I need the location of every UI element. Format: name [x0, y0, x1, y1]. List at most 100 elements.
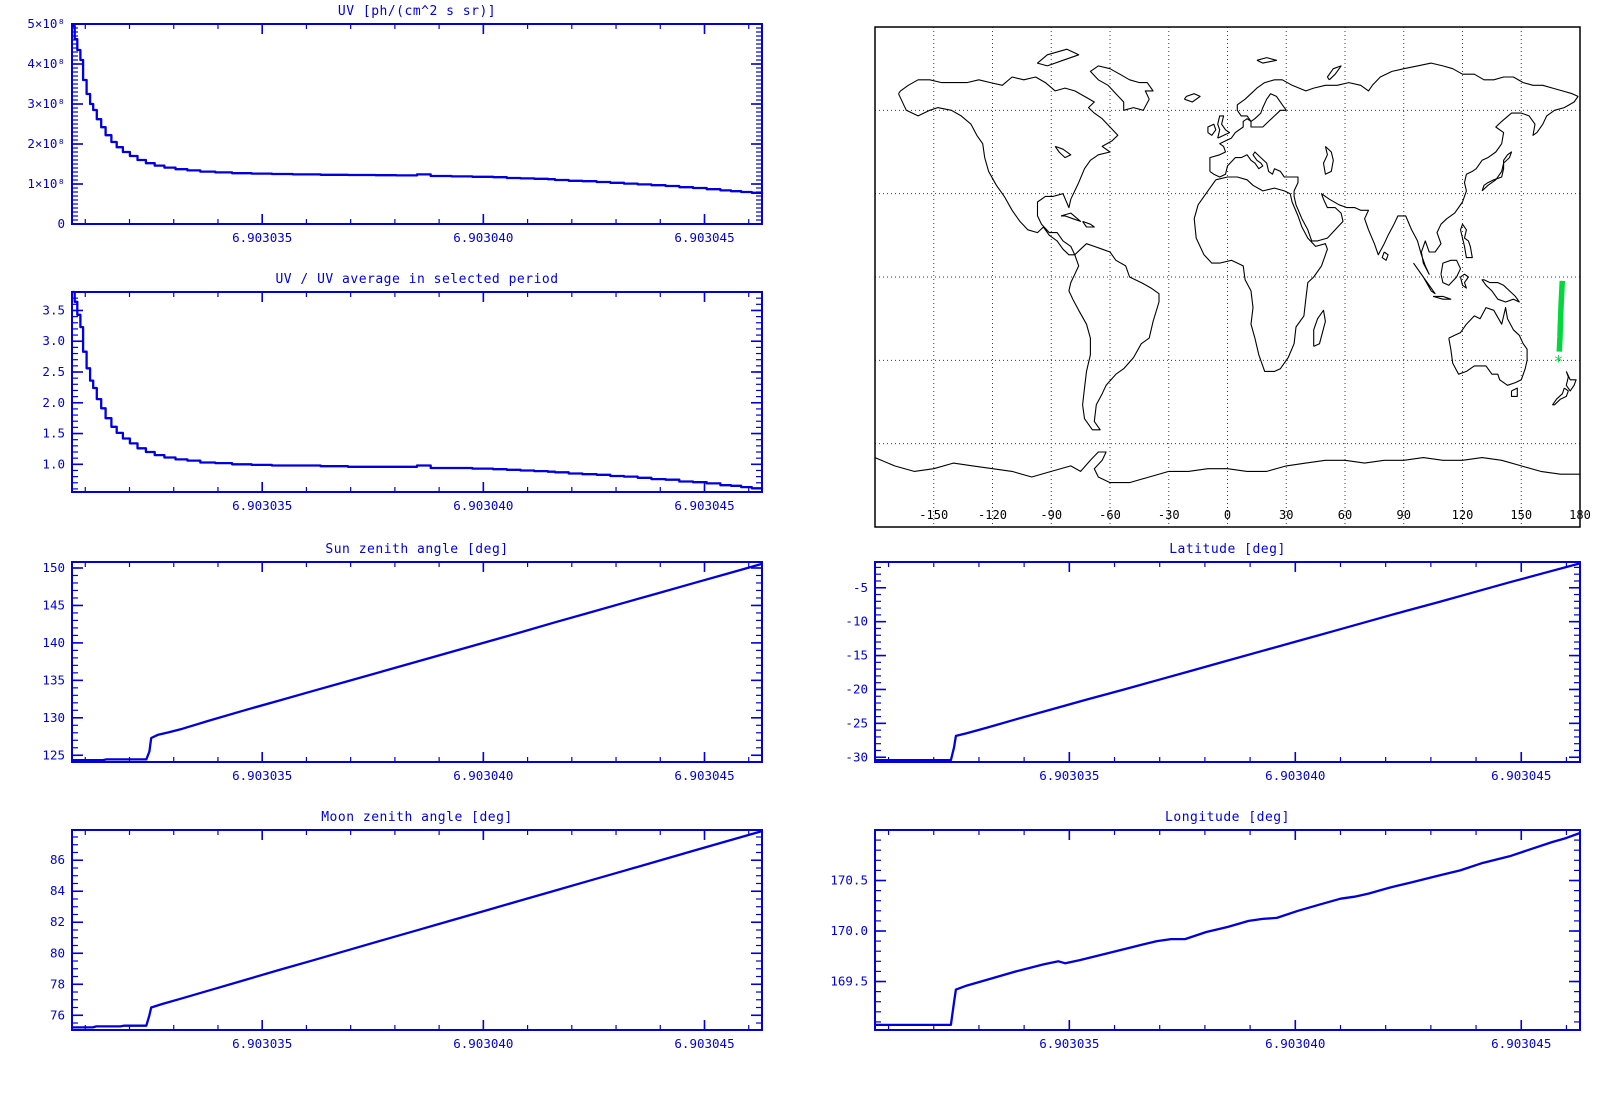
- lon-y-tick-label: 170.5: [830, 873, 868, 888]
- moon-x-tick-label: 6.903035: [232, 1036, 292, 1051]
- moon-major-ticks: [72, 830, 762, 1030]
- map-x-tick-label: -120: [978, 508, 1007, 522]
- map-x-tick-label: 120: [1452, 508, 1474, 522]
- world-map: *-150 -120 -90 -60 -30 0 30 60 90 120 150 180: [874, 26, 1591, 528]
- sun-y-tick-label: 130: [42, 710, 65, 725]
- lon-series-line: [875, 831, 1581, 1027]
- lat-major-ticks: [875, 562, 1580, 762]
- world-map-tick-labels: -150 -120 -90 -60 -30 0 30 60 90 120 150 180: [919, 508, 1591, 522]
- world-map-grid: [874, 27, 1581, 527]
- moon-y-tick-label: 78: [50, 976, 65, 991]
- lon-chart: 6.903035 6.903040 6.903045 169.5 170.0 170.5: [830, 829, 1581, 1051]
- lat-x-tick-label: 6.903045: [1491, 768, 1551, 783]
- ratio-tick-labels: 6.903035 6.903040 6.903045 1.0 1.5 2.0 2.5 3.0 3…: [42, 302, 734, 513]
- moon-chart: 6.903035 6.903040 6.903045 76 78 80 82 84 86: [50, 829, 763, 1051]
- ground-track: [1556, 280, 1566, 352]
- lon-axes-box: [874, 829, 1581, 1031]
- sun-axes-box: [71, 561, 763, 763]
- sun-x-tick-label: 6.903045: [674, 768, 734, 783]
- ratio-x-tick-label: 6.903040: [453, 498, 513, 513]
- lat-x-tick-label: 6.903035: [1039, 768, 1099, 783]
- moon-y-tick-label: 84: [50, 883, 65, 898]
- map-x-tick-label: -30: [1158, 508, 1180, 522]
- map-x-tick-label: 90: [1397, 508, 1411, 522]
- sun-y-tick-label: 140: [42, 635, 65, 650]
- lon-x-tick-label: 6.903040: [1265, 1036, 1325, 1051]
- uv-ratio-chart-title: UV / UV average in selected period: [275, 272, 559, 287]
- lon-minor-ticks: [875, 829, 1580, 1030]
- lon-y-tick-label: 169.5: [830, 974, 868, 989]
- map-x-tick-label: 30: [1279, 508, 1293, 522]
- lat-y-tick-label: -20: [845, 681, 868, 696]
- uv-y-tick-label: 4×10⁸: [27, 56, 65, 71]
- moon-y-tick-label: 80: [50, 945, 65, 960]
- lat-series-line: [875, 562, 1581, 762]
- lat-y-tick-label: -10: [845, 614, 868, 629]
- latitude-chart-title: Latitude [deg]: [1169, 542, 1286, 557]
- lon-y-tick-label: 170.0: [830, 923, 868, 938]
- sun-major-ticks: [72, 562, 762, 762]
- uv-axes-box: [71, 23, 763, 225]
- lat-x-tick-label: 6.903040: [1265, 768, 1325, 783]
- map-x-tick-label: 150: [1510, 508, 1532, 522]
- sun-y-tick-label: 145: [42, 597, 65, 612]
- uv-chart-title: UV [ph/(cm^2 s sr)]: [337, 4, 497, 19]
- lat-axes-box: [874, 561, 1581, 763]
- moon-tick-labels: 6.903035 6.903040 6.903045 76 78 80 82 84 86: [50, 852, 735, 1051]
- ratio-y-tick-label: 1.0: [42, 456, 65, 471]
- sun-x-tick-label: 6.903035: [232, 768, 292, 783]
- moon-axes-box: [71, 829, 763, 1031]
- moon-y-tick-label: 82: [50, 914, 65, 929]
- sun-y-tick-label: 135: [42, 672, 65, 687]
- uv-y-tick-label: 1×10⁸: [27, 176, 65, 191]
- ground-track-start-marker: *: [1554, 352, 1564, 371]
- uv-minor-ticks: [72, 23, 762, 225]
- lon-tick-labels: 6.903035 6.903040 6.903045 169.5 170.0 170.5: [830, 873, 1551, 1051]
- lat-y-tick-label: -30: [845, 749, 868, 764]
- moon-y-tick-label: 86: [50, 852, 65, 867]
- uv-y-tick-label: 5×10⁸: [27, 16, 65, 31]
- map-x-tick-label: 0: [1224, 508, 1231, 522]
- lat-y-tick-label: -25: [845, 715, 868, 730]
- moon-zenith-chart-title: Moon zenith angle [deg]: [321, 810, 513, 825]
- uv-tick-labels: 6.903035 6.903040 6.903045 0 1×10⁸ 2×10⁸ 3×10⁸…: [27, 16, 734, 245]
- uv-chart: 6.903035 6.903040 6.903045 0 1×10⁸ 2×10⁸ 3×10⁸…: [27, 16, 764, 245]
- ratio-x-tick-label: 6.903035: [232, 498, 292, 513]
- ratio-y-tick-label: 2.0: [42, 395, 65, 410]
- moon-series-line: [72, 829, 763, 1029]
- ratio-series-line: [72, 290, 764, 490]
- uv-x-tick-label: 6.903035: [232, 230, 292, 245]
- sun-y-tick-label: 150: [42, 560, 65, 575]
- lat-chart: 6.903035 6.903040 6.903045 -30 -25 -20 -15 -10 -…: [845, 561, 1581, 783]
- sun-zenith-chart-title: Sun zenith angle [deg]: [325, 542, 509, 557]
- uv-series-line: [72, 24, 764, 194]
- moon-y-tick-label: 76: [50, 1007, 65, 1022]
- ratio-y-tick-label: 3.5: [42, 302, 65, 317]
- ratio-y-tick-label: 1.5: [42, 426, 65, 441]
- ratio-x-tick-label: 6.903045: [674, 498, 734, 513]
- uv-y-tick-label: 0: [57, 216, 65, 231]
- map-x-tick-label: -60: [1099, 508, 1121, 522]
- uv-x-tick-label: 6.903045: [674, 230, 734, 245]
- ratio-major-ticks: [72, 292, 762, 492]
- map-x-tick-label: 60: [1338, 508, 1352, 522]
- uv-major-ticks: [72, 23, 762, 225]
- sun-y-tick-label: 125: [42, 747, 65, 762]
- uv-y-tick-label: 3×10⁸: [27, 96, 65, 111]
- longitude-chart-title: Longitude [deg]: [1165, 810, 1290, 825]
- moon-x-tick-label: 6.903045: [674, 1036, 734, 1051]
- lon-x-tick-label: 6.903035: [1039, 1036, 1099, 1051]
- world-map-coastlines: [874, 48, 1580, 484]
- ratio-y-tick-label: 2.5: [42, 364, 65, 379]
- sun-tick-labels: 6.903035 6.903040 6.903045 125 130 135 140 145 1…: [42, 560, 734, 783]
- lon-major-ticks: [875, 830, 1580, 1030]
- world-map-frame: [874, 26, 1581, 528]
- uv-y-tick-label: 2×10⁸: [27, 136, 65, 151]
- lat-y-tick-label: -5: [853, 580, 868, 595]
- map-x-tick-label: -150: [919, 508, 948, 522]
- sun-series-line: [72, 562, 763, 762]
- ratio-minor-ticks: [72, 291, 762, 492]
- sun-x-tick-label: 6.903040: [453, 768, 513, 783]
